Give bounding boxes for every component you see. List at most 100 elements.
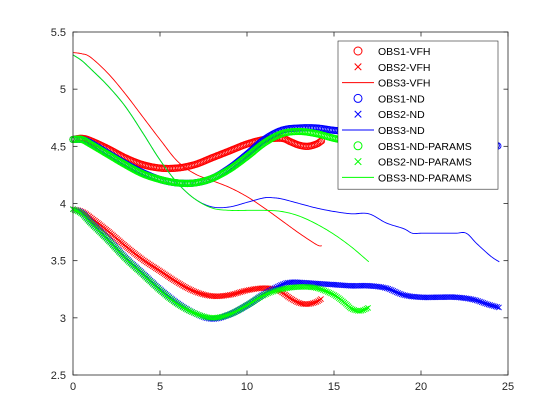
legend-entry: OBS1-ND [353, 93, 425, 105]
data-point [383, 285, 390, 292]
data-point [261, 291, 268, 298]
data-point [198, 290, 205, 297]
data-point [310, 300, 316, 307]
data-point [478, 299, 485, 306]
data-point [192, 310, 199, 317]
data-point [233, 308, 240, 314]
x-tick-label: 10 [241, 381, 253, 393]
data-point [218, 313, 225, 320]
data-point [268, 289, 275, 296]
data-point [232, 308, 239, 315]
data-point [190, 309, 197, 316]
data-point [230, 309, 237, 316]
x-tick-label: 5 [157, 381, 163, 393]
x-tick-label: 20 [415, 381, 427, 393]
data-point [494, 304, 501, 310]
data-point [199, 313, 206, 319]
legend-label: OBS2-VFH [378, 62, 431, 74]
data-point [356, 308, 363, 314]
data-point [240, 304, 246, 311]
data-point [188, 287, 195, 293]
data-point [185, 307, 192, 314]
legend-entry: OBS3-ND-PARAMS [342, 172, 472, 184]
data-point [295, 299, 302, 306]
data-point [258, 293, 265, 300]
data-point [217, 314, 223, 321]
data-point [193, 289, 200, 295]
legend-entry: OBS3-ND [342, 125, 425, 137]
data-point [260, 292, 267, 299]
data-point [396, 290, 403, 297]
data-point [363, 305, 370, 312]
data-point [393, 289, 400, 296]
data-point [238, 305, 245, 312]
data-point [294, 299, 301, 306]
data-point [318, 286, 324, 293]
data-point [380, 284, 386, 291]
data-point [273, 287, 280, 294]
data-point [232, 290, 238, 297]
data-point [235, 289, 242, 296]
legend-entry: OBS3-VFH [342, 78, 431, 90]
data-point [398, 291, 405, 298]
data-point [392, 288, 398, 295]
data-point [483, 301, 490, 307]
data-point [229, 310, 235, 317]
data-point [312, 285, 319, 291]
data-point [275, 287, 282, 293]
data-point [316, 285, 323, 292]
data-point [381, 284, 388, 291]
x-tick-label: 25 [502, 381, 514, 393]
data-point [74, 208, 81, 215]
legend-label: OBS2-ND [378, 109, 425, 121]
data-point [311, 299, 318, 306]
data-point [378, 284, 385, 290]
y-tick-label: 5.5 [51, 27, 66, 39]
data-point [281, 280, 288, 287]
data-point [257, 294, 263, 301]
data-point [485, 301, 492, 308]
legend-box [337, 40, 499, 190]
data-point [400, 291, 407, 298]
y-tick-label: 5 [60, 84, 66, 96]
data-point [321, 287, 328, 294]
data-point [471, 297, 478, 303]
data-point [365, 304, 371, 311]
data-point [278, 286, 285, 293]
data-point [228, 291, 235, 298]
data-point [329, 291, 336, 298]
data-point [388, 287, 395, 293]
legend-label: OBS2-ND-PARAMS [378, 157, 472, 169]
data-point [361, 306, 368, 313]
data-point [318, 296, 324, 302]
legend-swatch [354, 110, 362, 118]
data-point [360, 307, 367, 314]
legend-entry: OBS2-ND-PARAMS [354, 157, 472, 169]
data-point [222, 312, 229, 319]
data-point [244, 301, 251, 308]
data-point [196, 290, 203, 297]
data-point [470, 296, 477, 303]
data-point [390, 287, 397, 294]
data-point [266, 289, 273, 296]
data-point [200, 291, 206, 298]
data-point [242, 287, 249, 294]
legend-label: OBS3-VFH [378, 78, 431, 90]
legend-label: OBS3-ND-PARAMS [378, 172, 472, 184]
data-point [487, 302, 494, 308]
data-point [328, 290, 334, 297]
data-point [191, 288, 198, 295]
data-point [348, 305, 354, 312]
data-point [223, 312, 230, 319]
data-point [395, 290, 402, 296]
legend-swatch [354, 63, 362, 71]
y-tick-label: 4.5 [51, 141, 66, 153]
data-point [482, 300, 488, 307]
legend-entry: OBS1-VFH [353, 46, 431, 58]
data-point [319, 287, 326, 293]
series-layer [69, 52, 502, 322]
legend: OBS1-VFH OBS2-VFH OBS3-VFH OBS1-ND OBS2-ND OB… [337, 40, 499, 190]
legend-swatch [353, 93, 363, 103]
data-point [186, 286, 193, 293]
data-point [314, 285, 321, 292]
